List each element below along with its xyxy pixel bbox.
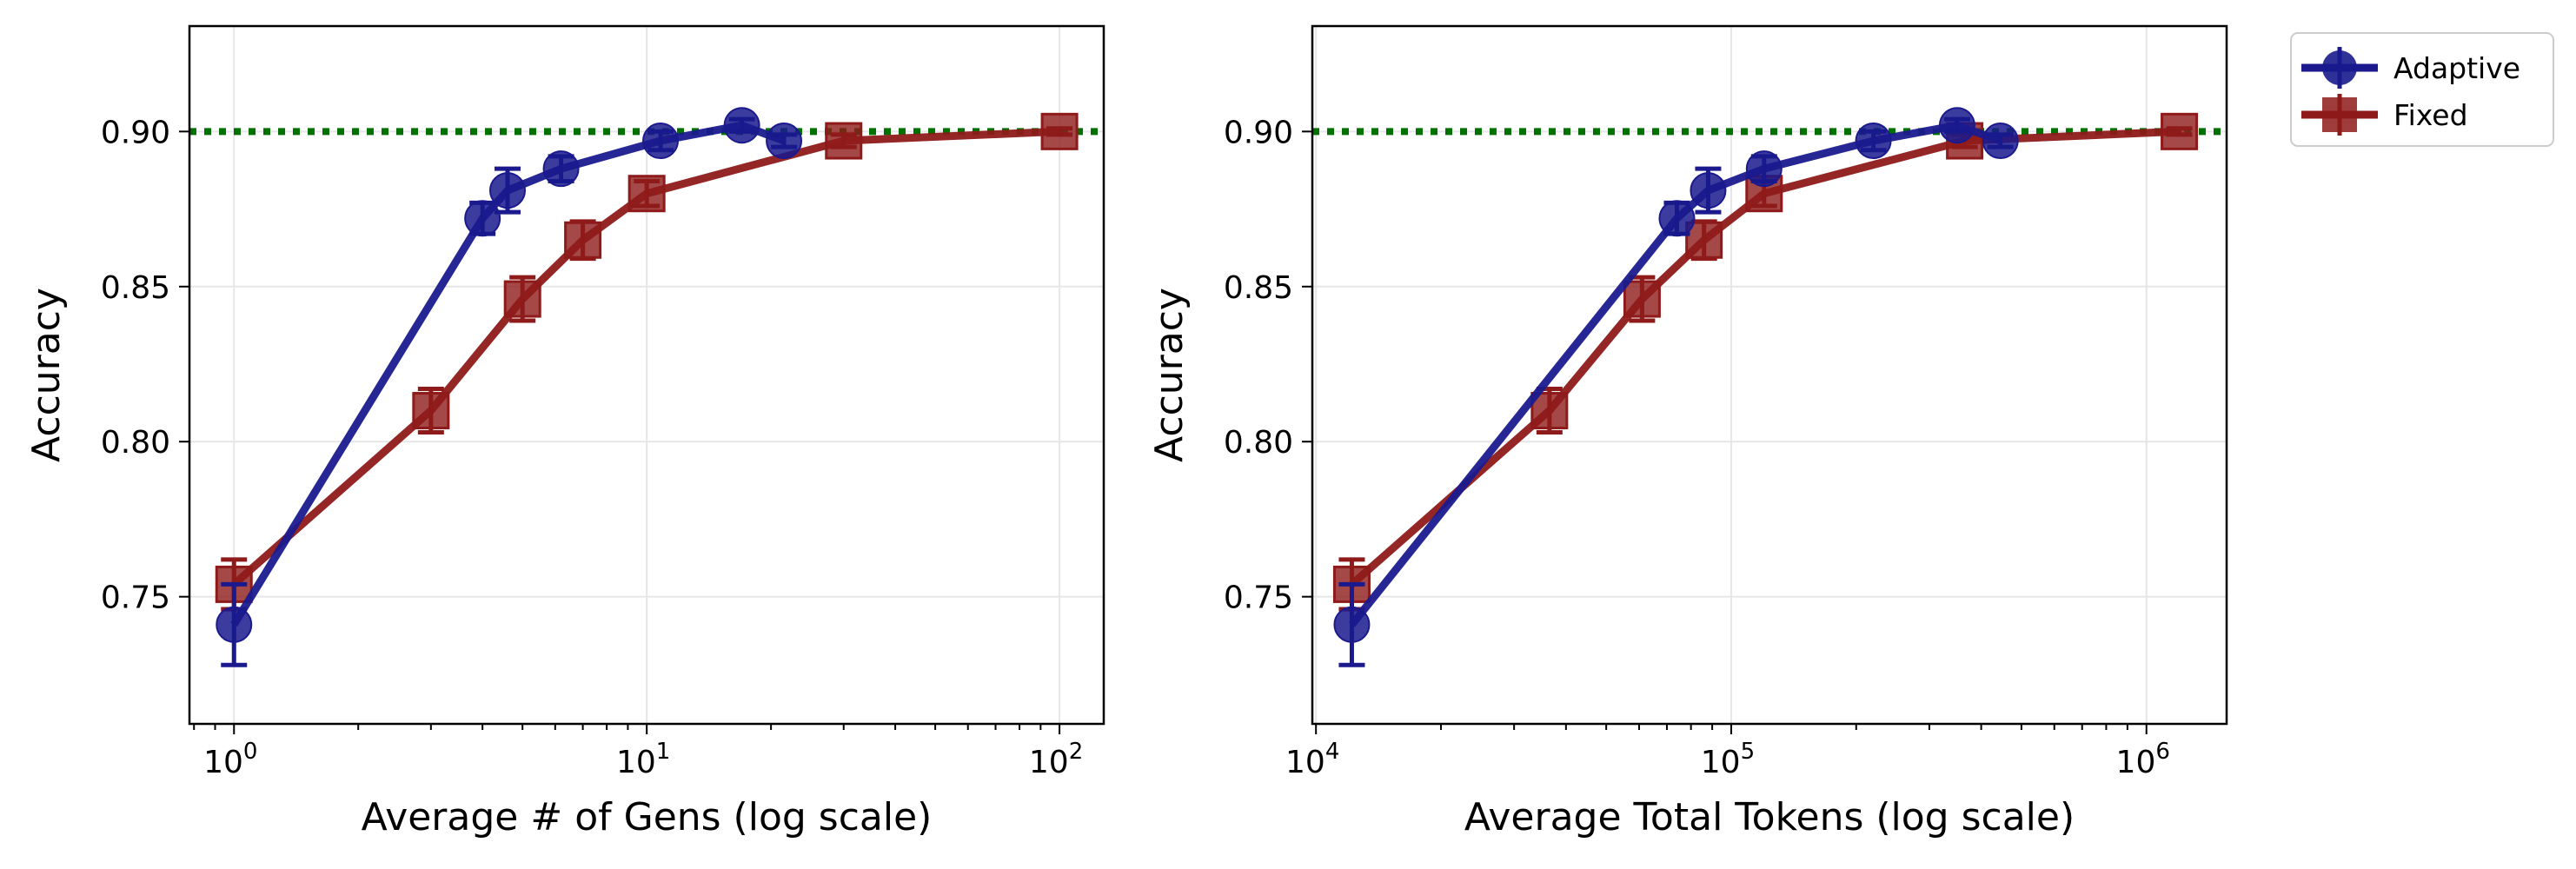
data-point-fixed	[503, 280, 541, 318]
x-tick-label: 101	[616, 739, 670, 780]
y-axis-label: Accuracy	[1147, 288, 1192, 462]
data-point-adaptive	[1658, 200, 1696, 237]
data-point-adaptive	[1855, 123, 1892, 160]
data-point-adaptive	[489, 172, 527, 209]
data-point-fixed	[2161, 112, 2199, 150]
data-point-fixed	[1623, 280, 1661, 318]
y-tick-label: 0.80	[1224, 425, 1293, 461]
series-fixed	[1332, 112, 2199, 612]
data-point-fixed	[627, 175, 666, 213]
data-point-adaptive	[642, 123, 680, 160]
legend-label: Adaptive	[2393, 51, 2520, 85]
y-tick-label: 0.90	[1224, 115, 1293, 150]
data-point-adaptive	[1745, 150, 1783, 188]
series-adaptive	[1333, 107, 2019, 667]
chart-panel-2: 104 105 106 0.75 0.80 0.85 0.90 Average Total T…	[1147, 24, 2228, 839]
x-axis-label: Average # of Gens (log scale)	[362, 795, 933, 839]
x-tick-label: 106	[2116, 739, 2170, 780]
y-axis-label: Accuracy	[24, 288, 69, 462]
data-point-adaptive	[1938, 107, 1975, 144]
x-tick-label: 100	[203, 739, 257, 780]
x-tick-label: 105	[1701, 739, 1755, 780]
data-point-adaptive	[464, 200, 501, 237]
data-point-fixed	[1685, 221, 1723, 259]
y-tick-label: 0.75	[1224, 580, 1293, 616]
y-tick-label: 0.85	[101, 270, 170, 306]
series-adaptive	[216, 107, 803, 667]
legend-label: Fixed	[2393, 98, 2468, 132]
data-point-fixed	[564, 221, 602, 259]
y-tick-label: 0.75	[101, 580, 170, 616]
axes-frame	[1311, 24, 2228, 726]
y-tick-label: 0.90	[101, 115, 170, 150]
data-point-fixed	[1040, 112, 1079, 150]
x-axis-label: Average Total Tokens (log scale)	[1464, 795, 2075, 839]
data-point-adaptive	[766, 123, 803, 160]
x-tick-label: 104	[1285, 739, 1339, 780]
data-point-adaptive	[1333, 606, 1371, 643]
data-point-adaptive	[542, 150, 580, 188]
data-point-fixed	[412, 392, 450, 430]
chart-panel-1: 100 101 102 0.75 0.80 0.85 0.90 Average # of Ge…	[24, 24, 1105, 839]
data-point-adaptive	[723, 107, 760, 144]
plot-area	[1332, 107, 2199, 667]
plot-area	[215, 107, 1079, 667]
data-point-fixed	[825, 122, 863, 160]
legend: Adaptive Fixed	[2290, 32, 2554, 147]
legend-entry-adaptive: Adaptive	[2301, 47, 2520, 89]
data-point-adaptive	[1982, 123, 2019, 160]
y-tick-label: 0.80	[101, 425, 170, 461]
x-tick-label: 102	[1029, 739, 1083, 780]
data-point-fixed	[1530, 392, 1569, 430]
data-point-adaptive	[1690, 172, 1727, 209]
legend-entry-fixed: Fixed	[2301, 94, 2468, 136]
y-tick-label: 0.85	[1224, 270, 1293, 306]
data-point-adaptive	[216, 606, 253, 643]
legend-marker-square	[2322, 97, 2357, 132]
legend-marker-circle	[2322, 50, 2357, 85]
